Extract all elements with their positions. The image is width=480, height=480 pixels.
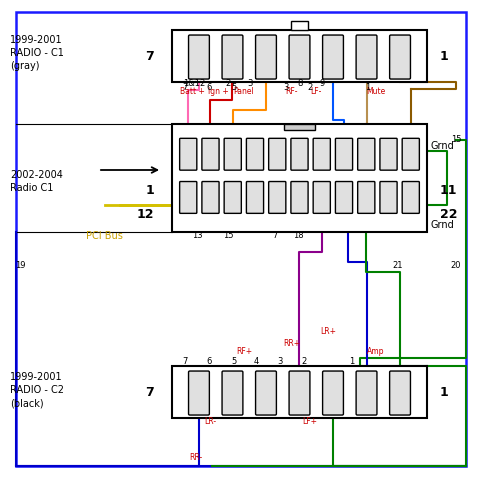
Text: 7: 7 (145, 49, 154, 62)
Bar (172, 124, 426, 232)
Text: RR-: RR- (189, 454, 202, 463)
Text: 6: 6 (206, 83, 211, 92)
Text: RF-: RF- (285, 87, 298, 96)
FancyBboxPatch shape (255, 371, 276, 415)
FancyBboxPatch shape (288, 35, 309, 79)
Text: 11: 11 (439, 183, 456, 196)
Text: 1999-2001
RADIO - C1
(gray): 1999-2001 RADIO - C1 (gray) (10, 35, 64, 72)
Text: 15: 15 (450, 135, 460, 144)
Text: 19: 19 (15, 262, 25, 271)
Bar (284, 124, 314, 131)
Text: Ign +: Ign + (207, 87, 228, 96)
FancyBboxPatch shape (389, 35, 409, 79)
FancyBboxPatch shape (355, 371, 376, 415)
Text: LR+: LR+ (319, 327, 336, 336)
FancyBboxPatch shape (355, 35, 376, 79)
FancyBboxPatch shape (335, 138, 352, 170)
FancyBboxPatch shape (188, 35, 209, 79)
Bar (172, 366, 426, 418)
Bar (172, 30, 426, 82)
Text: 5: 5 (231, 83, 236, 92)
FancyBboxPatch shape (322, 35, 343, 79)
Text: 3: 3 (277, 357, 282, 365)
Text: 4: 4 (253, 357, 258, 365)
FancyBboxPatch shape (246, 181, 263, 213)
Text: RR+: RR+ (283, 339, 300, 348)
Text: 5: 5 (231, 357, 236, 365)
Text: 18: 18 (292, 231, 303, 240)
FancyBboxPatch shape (188, 371, 209, 415)
Text: 3: 3 (283, 83, 288, 92)
FancyBboxPatch shape (335, 181, 352, 213)
Text: 12: 12 (136, 208, 154, 221)
Text: 1999-2001
RADIO - C2
(black): 1999-2001 RADIO - C2 (black) (10, 372, 64, 408)
FancyBboxPatch shape (268, 138, 285, 170)
FancyBboxPatch shape (224, 138, 241, 170)
FancyBboxPatch shape (202, 181, 218, 213)
Text: 1: 1 (348, 357, 354, 365)
FancyBboxPatch shape (312, 138, 330, 170)
Bar (290, 21, 308, 30)
Text: 7: 7 (182, 83, 187, 92)
Text: RF+: RF+ (236, 348, 252, 357)
FancyBboxPatch shape (224, 181, 241, 213)
Text: PCI Bus: PCI Bus (85, 231, 122, 241)
Text: 7: 7 (272, 231, 277, 240)
Text: 1: 1 (145, 183, 154, 196)
Text: Amp: Amp (367, 348, 384, 357)
FancyBboxPatch shape (255, 35, 276, 79)
Text: 20: 20 (450, 262, 460, 271)
Text: 1: 1 (365, 83, 370, 92)
Text: 1: 1 (439, 49, 448, 62)
FancyBboxPatch shape (202, 138, 218, 170)
FancyBboxPatch shape (222, 371, 242, 415)
FancyBboxPatch shape (322, 371, 343, 415)
Text: 7: 7 (182, 357, 187, 365)
FancyBboxPatch shape (357, 181, 374, 213)
Text: 15: 15 (222, 231, 233, 240)
Text: Batt +: Batt + (179, 87, 204, 96)
Text: 2002-2004
Radio C1: 2002-2004 Radio C1 (10, 170, 63, 193)
FancyBboxPatch shape (179, 138, 196, 170)
Text: LR-: LR- (204, 418, 216, 427)
Text: Mute: Mute (366, 87, 385, 96)
Text: LF-: LF- (310, 87, 321, 96)
Text: Grnd: Grnd (429, 220, 453, 230)
Text: 2: 2 (307, 83, 312, 92)
Text: 1: 1 (439, 385, 448, 398)
Text: 2: 2 (225, 80, 230, 88)
Text: Panel: Panel (233, 87, 254, 96)
Text: 8: 8 (297, 80, 302, 88)
Text: 3: 3 (247, 80, 252, 88)
Text: Grnd: Grnd (429, 141, 453, 151)
FancyBboxPatch shape (246, 138, 263, 170)
FancyBboxPatch shape (379, 181, 396, 213)
Text: 2: 2 (301, 357, 306, 365)
Text: 1&12: 1&12 (182, 80, 204, 88)
FancyBboxPatch shape (401, 181, 419, 213)
Text: LF+: LF+ (302, 418, 317, 427)
FancyBboxPatch shape (401, 138, 419, 170)
FancyBboxPatch shape (290, 181, 308, 213)
FancyBboxPatch shape (222, 35, 242, 79)
Text: 21: 21 (392, 262, 402, 271)
FancyBboxPatch shape (288, 371, 309, 415)
FancyBboxPatch shape (389, 371, 409, 415)
FancyBboxPatch shape (312, 181, 330, 213)
Text: 6: 6 (206, 357, 211, 365)
Text: 13: 13 (192, 231, 202, 240)
FancyBboxPatch shape (379, 138, 396, 170)
Text: 7: 7 (145, 385, 154, 398)
FancyBboxPatch shape (268, 181, 285, 213)
FancyBboxPatch shape (357, 138, 374, 170)
Text: 9: 9 (319, 80, 324, 88)
FancyBboxPatch shape (179, 181, 196, 213)
Text: 22: 22 (439, 208, 456, 221)
FancyBboxPatch shape (290, 138, 308, 170)
